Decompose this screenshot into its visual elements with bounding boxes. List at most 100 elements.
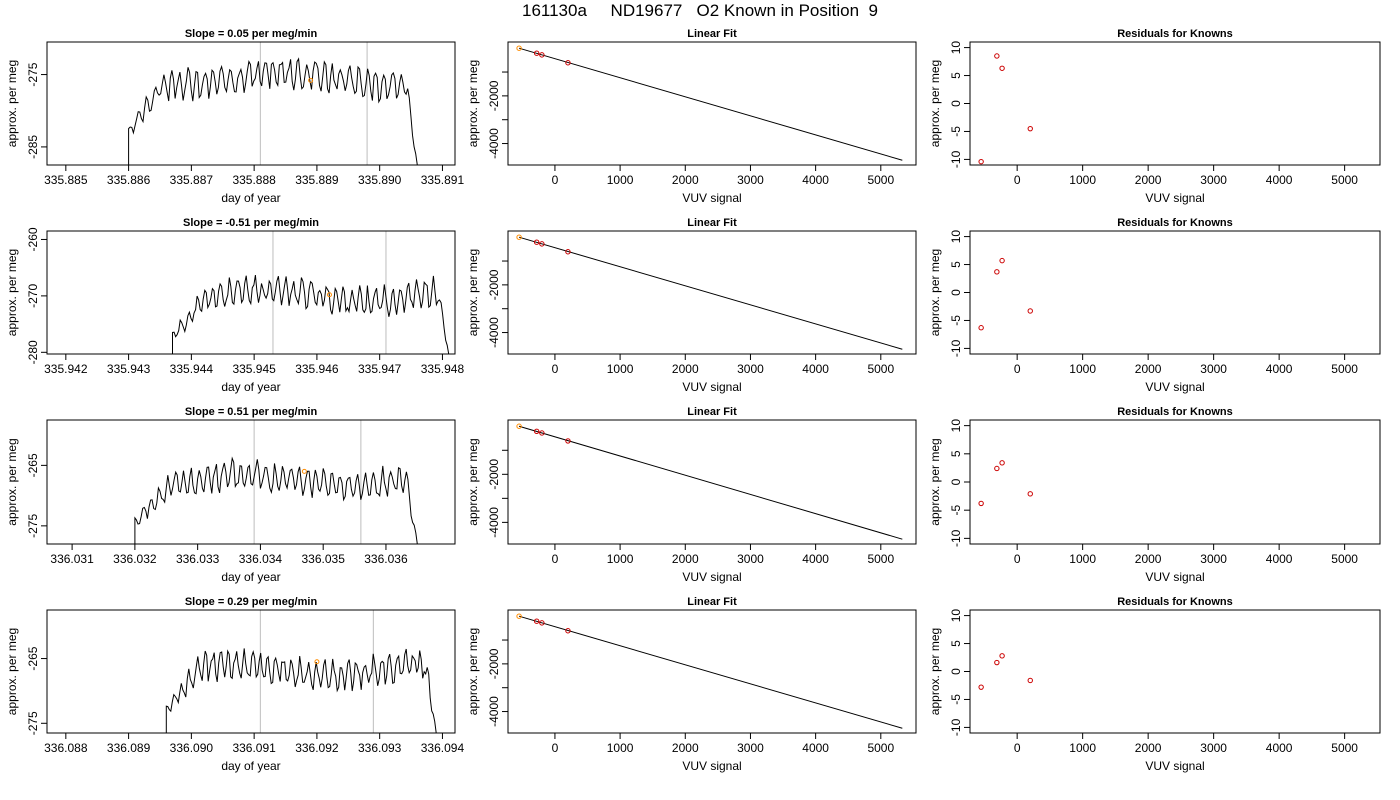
fit-line [518, 615, 903, 729]
x-tick-label: 4000 [1266, 362, 1293, 376]
x-tick-label: 5000 [867, 741, 894, 755]
x-tick-label: 2000 [1135, 741, 1162, 755]
x-axis-label: VUV signal [682, 759, 741, 773]
panel-2-2: 0 1000 2000 3000 4000 5000 -10 -5 0 5 10 Residuals … [928, 406, 1381, 584]
x-axis-label: VUV signal [1145, 191, 1204, 205]
y-axis-label: approx. per meg [5, 628, 19, 715]
panel-title: Linear Fit [687, 217, 737, 229]
x-tick-label: 1000 [1069, 173, 1096, 187]
data-point [999, 653, 1005, 659]
y-tick-label: -275 [26, 711, 40, 735]
x-tick-label: 335.890 [358, 173, 402, 187]
plot-frame [507, 41, 917, 166]
x-tick-label: 0 [1014, 362, 1021, 376]
y-tick-label: -4000 [487, 317, 501, 348]
data-point [516, 613, 522, 619]
x-tick-label: 335.888 [232, 173, 276, 187]
panel-title: Slope = 0.51 per meg/min [185, 406, 318, 418]
data-point [565, 249, 571, 255]
data-point [999, 65, 1005, 71]
x-tick-label: 5000 [1331, 362, 1358, 376]
known-marker [326, 292, 332, 298]
fit-line [518, 425, 903, 540]
data-point [565, 438, 571, 444]
x-tick-label: 5000 [867, 173, 894, 187]
panel-title: Slope = 0.05 per meg/min [185, 28, 318, 40]
x-tick-label: 3000 [1200, 362, 1227, 376]
data-point [539, 52, 545, 58]
x-tick-label: 2000 [672, 552, 699, 566]
data-point [516, 45, 522, 51]
x-tick-label: 0 [552, 552, 559, 566]
x-tick-label: 3000 [737, 362, 764, 376]
panel-1-2: 0 1000 2000 3000 4000 5000 -10 -5 0 5 10 Residuals … [928, 217, 1381, 394]
y-tick-label: -5 [949, 315, 963, 326]
y-axis-label: approx. per meg [928, 60, 942, 147]
panel-1-1: 0 1000 2000 3000 4000 5000 -4000 -2000 Linear Fi… [466, 217, 917, 394]
x-axis-label: day of year [221, 570, 280, 584]
y-tick-label: 5 [949, 450, 963, 457]
x-tick-label: 4000 [802, 173, 829, 187]
known-marker [301, 468, 307, 474]
data-point [994, 53, 1000, 59]
x-tick-label: 1000 [607, 173, 634, 187]
plot-frame [507, 609, 917, 734]
data-point [994, 269, 1000, 275]
plot-area [516, 45, 903, 161]
data-point [978, 158, 984, 165]
x-tick-label: 335.947 [358, 362, 402, 376]
plot-area [128, 42, 418, 165]
y-axis-label: approx. per meg [466, 438, 480, 525]
data-point [539, 430, 545, 436]
x-tick-label: 4000 [1266, 173, 1293, 187]
x-tick-label: 336.089 [107, 741, 151, 755]
y-axis-label: approx. per meg [5, 249, 19, 336]
x-tick-label: 2000 [1135, 362, 1162, 376]
y-tick-label: -5 [949, 694, 963, 705]
y-tick-label: -10 [949, 150, 963, 168]
x-axis-label: day of year [221, 380, 280, 394]
x-tick-label: 335.889 [295, 173, 339, 187]
panel-title: Residuals for Knowns [1117, 28, 1233, 40]
x-tick-label: 0 [552, 173, 559, 187]
x-tick-label: 4000 [1266, 552, 1293, 566]
data-point [516, 234, 522, 240]
fit-line [518, 236, 903, 350]
x-tick-label: 3000 [737, 173, 764, 187]
x-tick-label: 3000 [1200, 552, 1227, 566]
x-tick-label: 5000 [1331, 552, 1358, 566]
x-tick-label: 5000 [1331, 741, 1358, 755]
y-tick-label: 0 [949, 289, 963, 296]
x-tick-label: 336.094 [421, 741, 465, 755]
series-line [128, 57, 418, 165]
x-tick-label: 1000 [1069, 552, 1096, 566]
data-point [994, 659, 1000, 666]
plot-frame [46, 230, 456, 355]
x-axis-label: VUV signal [682, 191, 741, 205]
y-axis-label: approx. per meg [466, 60, 480, 147]
y-tick-label: -2000 [487, 80, 501, 111]
x-tick-label: 336.036 [364, 552, 408, 566]
known-marker [308, 77, 314, 83]
x-tick-label: 335.948 [421, 362, 465, 376]
known-marker [314, 659, 320, 665]
x-axis-label: VUV signal [1145, 759, 1204, 773]
y-tick-label: -5 [949, 505, 963, 516]
data-point [533, 428, 540, 434]
data-point [565, 60, 571, 66]
data-point [994, 465, 1000, 472]
x-tick-label: 4000 [802, 552, 829, 566]
x-tick-label: 335.944 [170, 362, 214, 376]
x-tick-label: 0 [1014, 552, 1021, 566]
y-tick-label: -265 [26, 646, 40, 670]
y-tick-label: -4000 [487, 128, 501, 159]
data-point [1027, 677, 1033, 684]
x-tick-label: 336.091 [232, 741, 276, 755]
x-tick-label: 1000 [607, 552, 634, 566]
y-tick-label: -275 [26, 62, 40, 86]
x-tick-label: 1000 [1069, 741, 1096, 755]
panel-title: Slope = -0.51 per meg/min [183, 217, 319, 229]
plot-frame [969, 609, 1381, 734]
plot-frame [46, 41, 456, 166]
